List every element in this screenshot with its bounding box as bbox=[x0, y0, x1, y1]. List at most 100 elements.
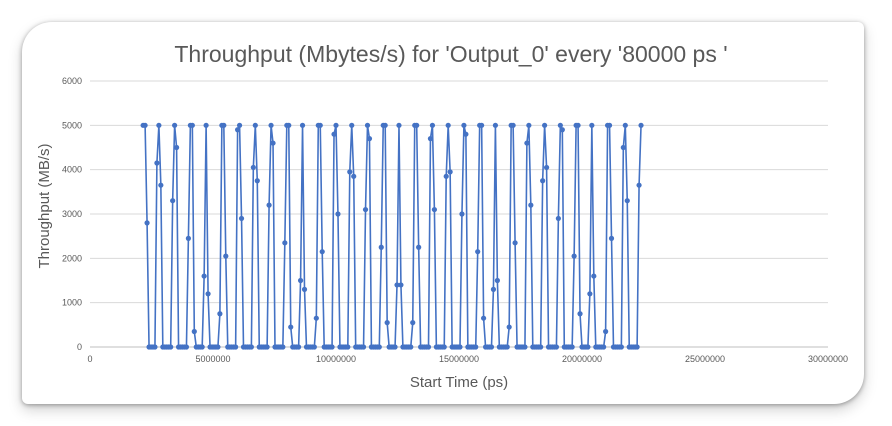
data-point bbox=[329, 344, 335, 350]
y-axis-ticks: 0 1000 2000 3000 4000 5000 6000 bbox=[62, 76, 82, 352]
data-point bbox=[553, 344, 560, 350]
data-point bbox=[364, 122, 371, 128]
data-point bbox=[603, 328, 609, 335]
x-tick-label: 20000000 bbox=[562, 354, 602, 364]
data-point bbox=[488, 344, 495, 350]
x-tick-label: 15000000 bbox=[439, 354, 479, 364]
data-point bbox=[622, 122, 628, 128]
data-point bbox=[443, 173, 449, 179]
data-point bbox=[173, 144, 180, 151]
data-point bbox=[252, 122, 258, 128]
y-axis-title: Throughput (MB/s) bbox=[36, 143, 53, 268]
data-point bbox=[297, 277, 304, 284]
data-point bbox=[347, 169, 353, 175]
data-point bbox=[313, 315, 319, 321]
data-point bbox=[317, 122, 323, 128]
y-tick-label: 4000 bbox=[62, 165, 82, 175]
data-point bbox=[618, 344, 624, 350]
data-point bbox=[543, 164, 550, 171]
data-point bbox=[538, 344, 544, 350]
data-point bbox=[199, 344, 205, 350]
data-point bbox=[634, 344, 640, 350]
data-point bbox=[268, 122, 274, 128]
data-point bbox=[494, 277, 500, 284]
data-point bbox=[475, 249, 481, 255]
x-tick-label: 5000000 bbox=[195, 354, 230, 364]
data-point bbox=[205, 291, 211, 297]
data-point bbox=[479, 122, 485, 128]
data-point bbox=[431, 206, 437, 213]
data-point bbox=[481, 315, 487, 321]
data-point bbox=[512, 240, 518, 246]
data-point bbox=[447, 169, 453, 175]
data-point bbox=[429, 122, 436, 128]
y-tick-label: 2000 bbox=[62, 253, 82, 263]
data-point bbox=[504, 344, 510, 350]
data-point bbox=[473, 344, 479, 350]
gridlines bbox=[90, 80, 828, 348]
data-point bbox=[378, 244, 384, 250]
data-point bbox=[266, 202, 272, 208]
data-point bbox=[398, 282, 404, 288]
y-tick-label: 1000 bbox=[62, 298, 82, 308]
data-point bbox=[144, 220, 150, 226]
data-point bbox=[376, 344, 382, 350]
data-point bbox=[575, 122, 581, 128]
data-point bbox=[382, 122, 388, 128]
data-point bbox=[335, 211, 341, 217]
data-point bbox=[591, 273, 597, 279]
data-point bbox=[331, 131, 337, 137]
data-point bbox=[585, 344, 591, 350]
data-point bbox=[217, 311, 223, 317]
data-point bbox=[221, 122, 227, 128]
data-point bbox=[461, 122, 467, 128]
data-point bbox=[203, 122, 209, 128]
data-point bbox=[638, 122, 644, 128]
data-point bbox=[524, 140, 530, 146]
data-point bbox=[606, 122, 613, 128]
x-axis-ticks: 0 5000000 10000000 15000000 20000000 25000000… bbox=[87, 354, 848, 364]
data-point bbox=[408, 344, 414, 350]
data-point bbox=[526, 122, 532, 128]
data-point bbox=[416, 244, 422, 250]
data-point bbox=[384, 320, 390, 326]
data-point bbox=[577, 311, 583, 317]
data-point bbox=[555, 215, 561, 222]
data-point bbox=[510, 122, 516, 128]
data-point bbox=[601, 344, 607, 350]
data-point bbox=[299, 122, 306, 128]
data-point bbox=[559, 127, 565, 133]
data-point bbox=[270, 140, 276, 146]
data-point bbox=[156, 122, 162, 128]
data-point bbox=[506, 324, 512, 330]
data-point bbox=[351, 173, 357, 179]
data-point bbox=[490, 286, 497, 292]
data-point bbox=[463, 131, 469, 137]
data-point bbox=[540, 178, 546, 184]
y-tick-label: 5000 bbox=[62, 120, 82, 130]
data-point bbox=[396, 122, 402, 128]
data-point bbox=[414, 122, 420, 128]
chart-card: Throughput (Mbytes/s) for 'Output_0' eve… bbox=[22, 22, 864, 404]
data-point bbox=[154, 160, 160, 166]
x-tick-label: 30000000 bbox=[808, 354, 848, 364]
y-tick-label: 6000 bbox=[62, 76, 82, 86]
data-point bbox=[288, 324, 294, 330]
data-point bbox=[571, 253, 577, 259]
data-point bbox=[522, 344, 528, 350]
data-point bbox=[248, 344, 254, 350]
data-point bbox=[366, 136, 373, 142]
data-point bbox=[254, 178, 260, 184]
data-point bbox=[238, 215, 245, 222]
data-point bbox=[392, 344, 398, 350]
data-point bbox=[185, 235, 191, 241]
data-point bbox=[189, 122, 195, 128]
data-point bbox=[349, 122, 355, 128]
series-throughput bbox=[140, 122, 644, 350]
data-point bbox=[158, 182, 164, 188]
y-tick-label: 3000 bbox=[62, 209, 82, 219]
data-point bbox=[608, 235, 615, 241]
data-point bbox=[557, 122, 563, 128]
data-point bbox=[286, 122, 292, 128]
data-point bbox=[394, 282, 400, 288]
